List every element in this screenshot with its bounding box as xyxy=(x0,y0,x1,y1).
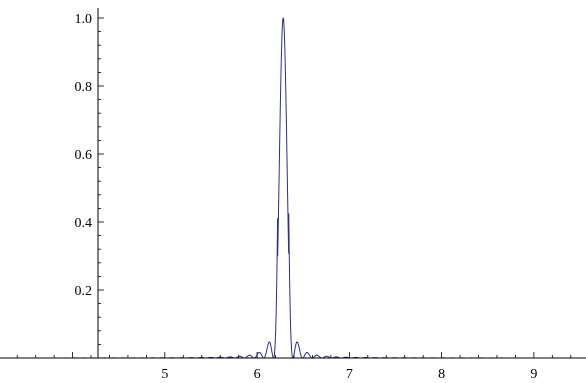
y-tick-label: 0.8 xyxy=(75,80,93,95)
y-ticks: 0.2 0.4 0.6 0.8 1.0 xyxy=(75,12,104,345)
x-ticks: 5 6 7 8 9 xyxy=(16,352,572,382)
y-tick-label: 0.4 xyxy=(75,216,93,231)
y-tick-label: 1.0 xyxy=(75,12,93,27)
x-tick-label: 8 xyxy=(438,367,445,382)
series-line xyxy=(8,17,580,359)
y-tick-label: 0.6 xyxy=(75,148,93,163)
x-tick-label: 5 xyxy=(161,367,168,382)
x-tick-label: 9 xyxy=(530,367,537,382)
x-tick-label: 6 xyxy=(254,367,261,382)
plot-area xyxy=(8,17,580,359)
y-tick-label: 0.2 xyxy=(75,284,93,299)
x-tick-label: 7 xyxy=(346,367,353,382)
